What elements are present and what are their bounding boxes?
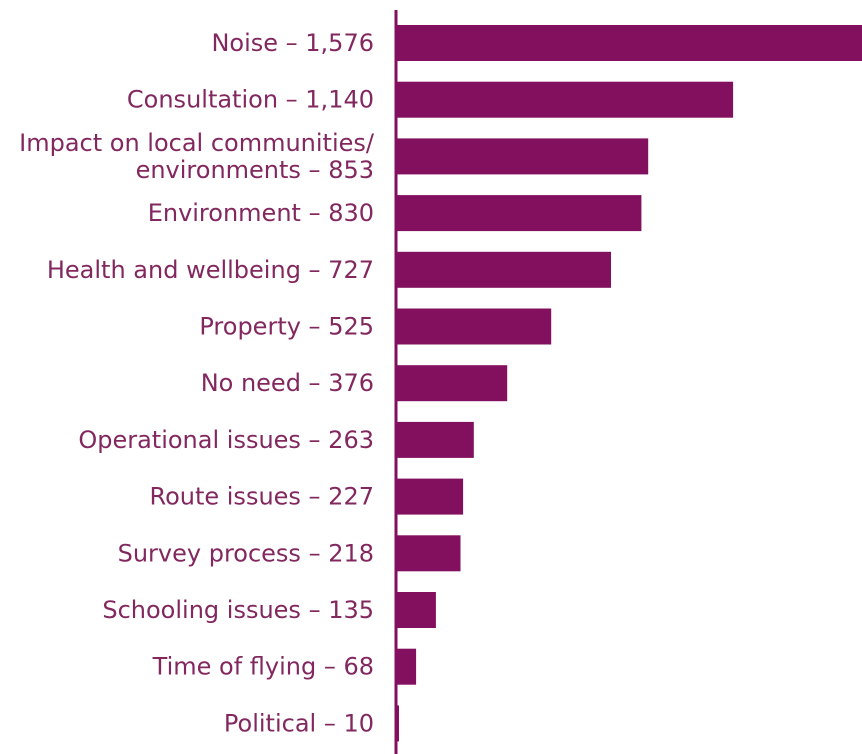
bar <box>396 251 611 288</box>
bar <box>396 592 436 628</box>
category-label: Political – 10 <box>224 709 374 737</box>
bar <box>396 195 642 232</box>
category-label: Route issues – 227 <box>149 483 374 511</box>
category-label: Environment – 830 <box>148 199 374 227</box>
category-label: Schooling issues – 135 <box>102 596 374 624</box>
category-label: Survey process – 218 <box>118 539 374 567</box>
category-label: Health and wellbeing – 727 <box>47 256 374 284</box>
bar <box>396 421 474 458</box>
bar <box>396 308 552 345</box>
category-label: Consultation – 1,140 <box>127 86 374 114</box>
bar <box>396 365 508 402</box>
bar <box>396 81 734 118</box>
bar <box>396 138 649 175</box>
category-label: environments – 853 <box>136 156 374 184</box>
category-labels-group: Noise – 1,576 Consultation – 1,140 Impact … <box>19 29 375 737</box>
category-label: Operational issues – 263 <box>78 426 374 454</box>
bars-group <box>396 25 862 742</box>
category-label: Noise – 1,576 <box>211 29 374 57</box>
bar <box>396 478 464 515</box>
bar <box>396 25 862 61</box>
bar <box>396 648 417 685</box>
bar <box>396 535 461 572</box>
category-label: Impact on local communities/ <box>19 129 375 157</box>
category-label: Time of flying – 68 <box>152 653 374 681</box>
category-label: No need – 376 <box>201 369 374 397</box>
category-label: Property – 525 <box>199 313 374 341</box>
